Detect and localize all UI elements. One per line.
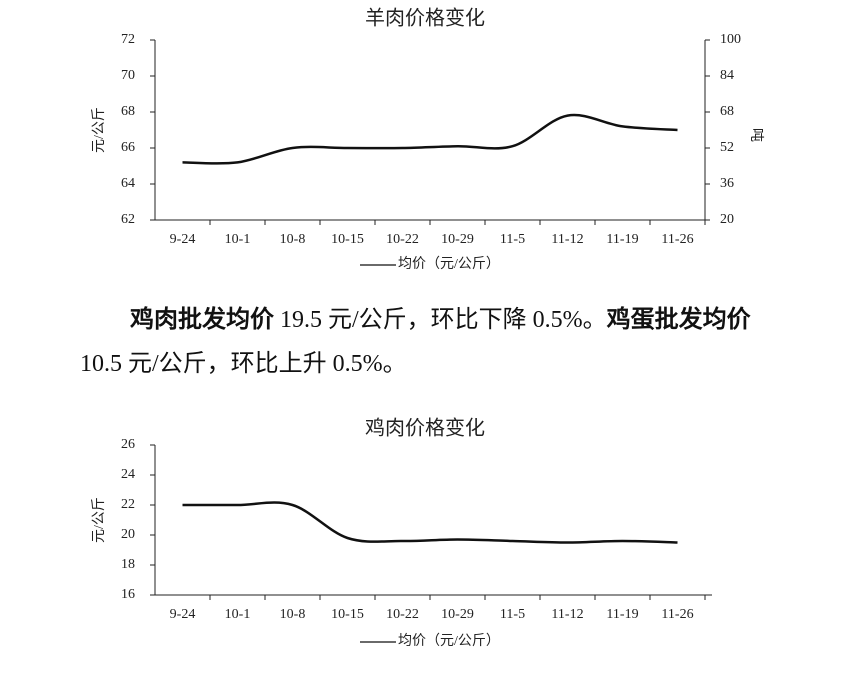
y-tick-label: 16 [121, 587, 135, 602]
y-tick-label: 22 [121, 497, 135, 512]
x-tick-label: 11-26 [661, 607, 693, 622]
y-axis-title: 元/公斤 [91, 107, 107, 153]
x-tick-label: 10-29 [441, 607, 474, 622]
x-tick-label: 11-19 [606, 232, 638, 247]
y2-tick-label: 84 [720, 68, 734, 83]
x-tick-label: 10-15 [331, 232, 364, 247]
x-tick-label: 9-24 [170, 607, 196, 622]
y-tick-label: 72 [121, 32, 135, 47]
x-tick-label: 10-22 [386, 232, 419, 247]
data-line [182, 501, 678, 544]
y-tick-label: 26 [121, 437, 135, 452]
x-tick-label: 11-26 [661, 232, 693, 247]
x-tick-label: 11-5 [500, 232, 525, 247]
chart-title: 鸡肉价格变化 [365, 417, 485, 440]
bold-text: 鸡肉批发均价 [130, 307, 274, 333]
y-tick-label: 62 [121, 212, 135, 227]
x-tick-label: 10-15 [331, 607, 364, 622]
y2-tick-label: 20 [720, 212, 734, 227]
legend-label: 均价（元/公斤） [398, 633, 500, 649]
y2-tick-label: 100 [720, 32, 741, 47]
y-tick-label: 70 [121, 68, 135, 83]
y2-tick-label: 68 [720, 104, 734, 119]
x-tick-label: 11-5 [500, 607, 525, 622]
legend-label: 均价（元/公斤） [398, 256, 500, 272]
paragraph: 鸡肉批发均价 19.5 元/公斤，环比下降 0.5%。鸡蛋批发均价 10.5 元… [80, 298, 780, 386]
x-tick-label: 10-1 [225, 607, 251, 622]
y2-axis-title: 吨 [748, 128, 764, 142]
text: 19.5 元/公斤，环比下降 0.5%。 [274, 307, 607, 333]
x-tick-label: 10-8 [280, 607, 306, 622]
bold-text: 鸡蛋批发均价 [606, 307, 751, 333]
x-tick-label: 11-12 [551, 232, 583, 247]
chart-title: 羊肉价格变化 [365, 7, 485, 30]
y-tick-label: 64 [121, 176, 135, 191]
y-tick-label: 66 [121, 140, 135, 155]
x-tick-label: 10-8 [280, 232, 306, 247]
text: 10.5 元/公斤，环比上升 0.5%。 [80, 351, 407, 377]
x-tick-label: 9-24 [170, 232, 196, 247]
y-axis-title: 元/公斤 [91, 497, 107, 543]
x-tick-label: 11-19 [606, 607, 638, 622]
y-tick-label: 18 [121, 557, 135, 572]
x-tick-label: 10-1 [225, 232, 251, 247]
x-tick-label: 11-12 [551, 607, 583, 622]
y2-tick-label: 36 [720, 176, 734, 191]
data-line [182, 113, 678, 165]
y2-tick-label: 52 [720, 140, 734, 155]
x-tick-label: 10-22 [386, 607, 419, 622]
x-tick-label: 10-29 [441, 232, 474, 247]
y-tick-label: 68 [121, 104, 135, 119]
y-tick-label: 20 [121, 527, 135, 542]
y-tick-label: 24 [121, 467, 135, 482]
